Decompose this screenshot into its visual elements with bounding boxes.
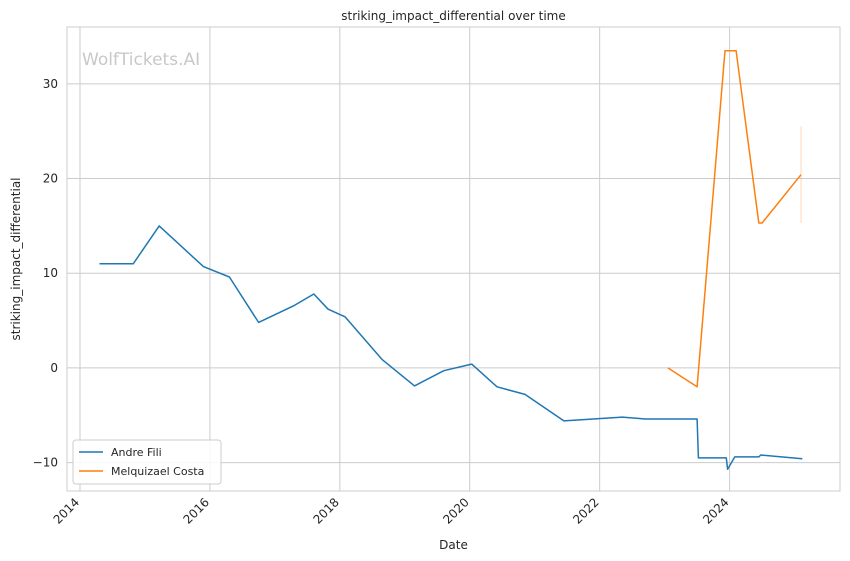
y-tick-label: 30 [43, 77, 58, 91]
y-axis-label: striking_impact_differential [9, 177, 23, 340]
legend-label-melquizael-costa: Melquizael Costa [111, 465, 204, 478]
series-layer [99, 49, 803, 470]
series-line-melquizael-costa [667, 49, 802, 388]
legend: Andre Fili Melquizael Costa [72, 439, 222, 485]
chart-title: striking_impact_differential over time [341, 9, 566, 23]
grid [67, 27, 840, 491]
plot-frame [66, 26, 841, 492]
y-tick-label: −10 [33, 456, 58, 470]
y-tick-label: 10 [43, 266, 58, 280]
watermark: WolfTickets.AI [82, 50, 200, 70]
legend-box [72, 439, 222, 485]
legend-label-andre-fili: Andre Fili [111, 446, 162, 459]
y-tick-label: 20 [43, 172, 58, 186]
y-tick-label: 0 [50, 361, 58, 375]
x-axis-label: Date [439, 538, 468, 552]
series-line-andre-fili [99, 225, 803, 470]
